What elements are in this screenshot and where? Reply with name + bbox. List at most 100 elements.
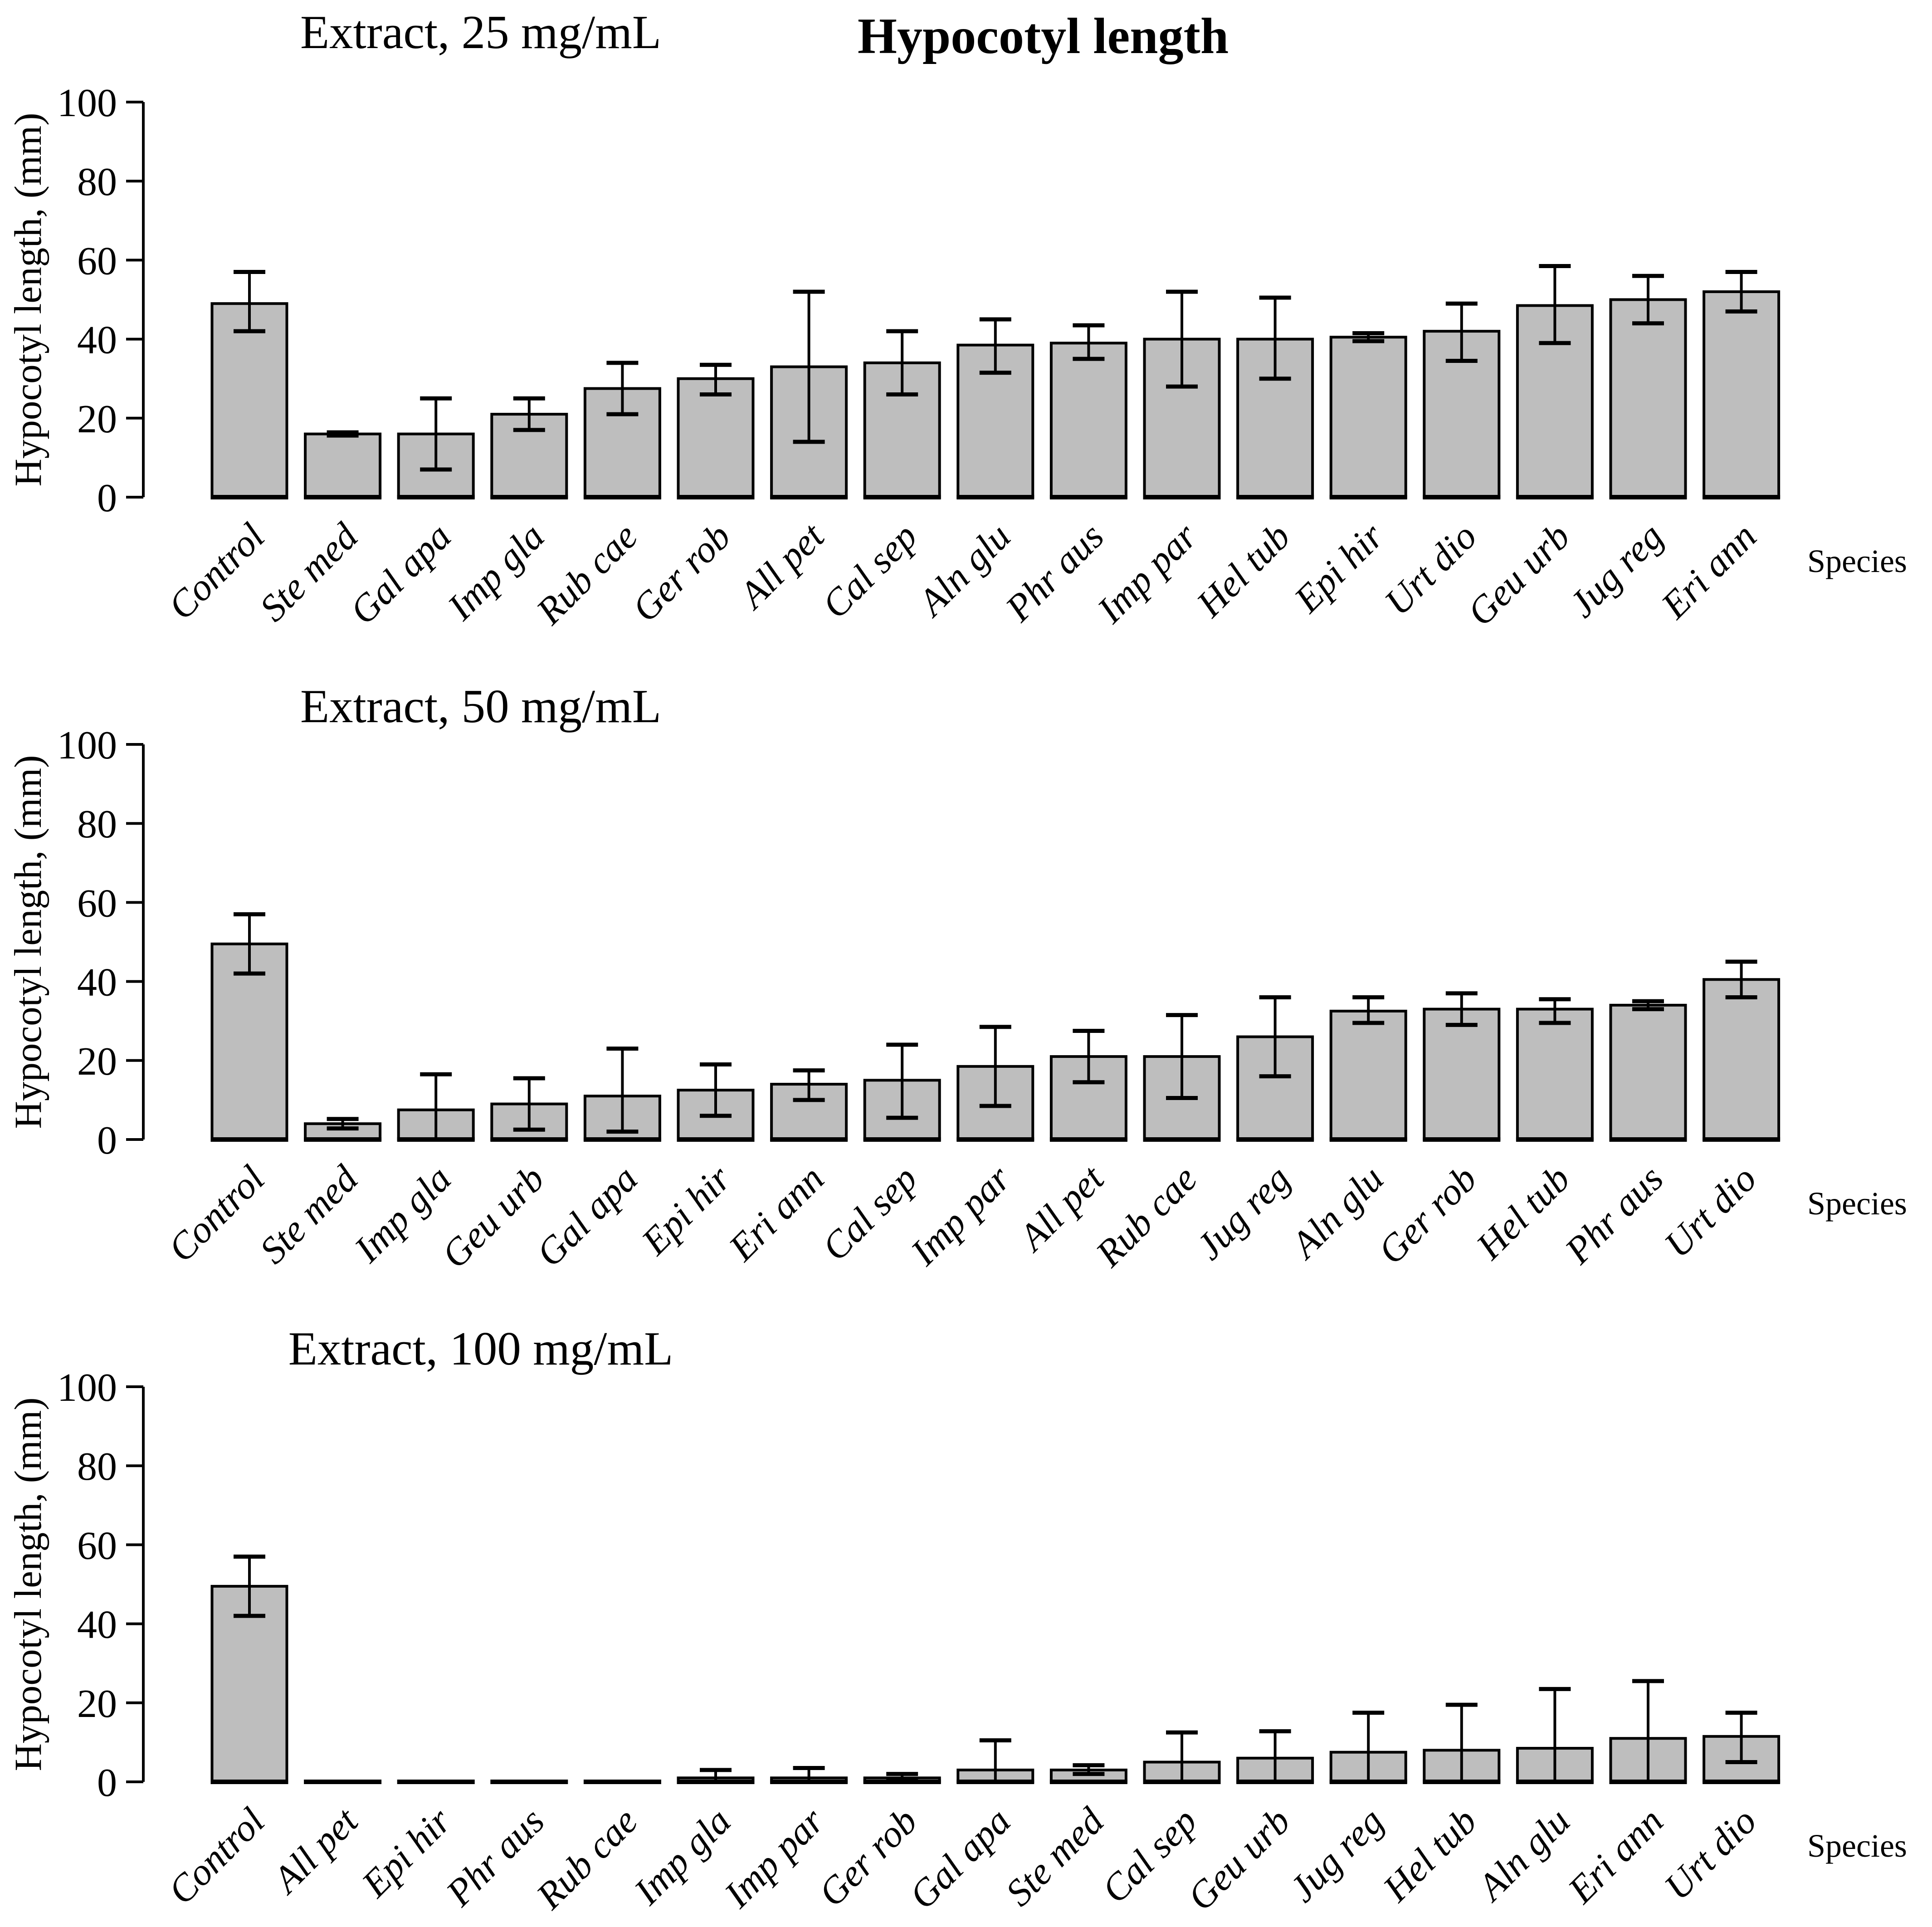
figure-title: Hypocotyl length xyxy=(857,8,1229,64)
bar-group-epi-hir xyxy=(1329,331,1407,499)
category-label: Phr aus xyxy=(1557,1158,1672,1272)
y-tick-label: 20 xyxy=(77,1040,117,1084)
bar xyxy=(304,432,382,499)
y-tick-label: 0 xyxy=(97,1119,117,1163)
bar-group-rub-cae xyxy=(1143,1013,1221,1142)
bar xyxy=(1703,290,1781,499)
bar xyxy=(210,1585,288,1783)
category-label: Eri ann xyxy=(1560,1800,1671,1912)
y-tick-label: 20 xyxy=(77,397,117,441)
bar-group-urt-dio xyxy=(1703,959,1781,1142)
y-tick-label: 100 xyxy=(57,724,117,768)
bar-group-imp-par xyxy=(956,1025,1034,1142)
y-axis-title: Hypocotyl length, (mm) xyxy=(7,1398,49,1771)
category-label: Geu urb xyxy=(1459,515,1578,634)
bar xyxy=(1329,1009,1407,1141)
category-label: Phr aus xyxy=(438,1800,552,1915)
category-label: Rub cae xyxy=(1088,1158,1205,1275)
bar-group-hel-tub xyxy=(1423,1702,1501,1784)
category-label: Hel tub xyxy=(1188,515,1298,626)
bar-group-control xyxy=(210,912,288,1142)
category-label: Aln glu xyxy=(1282,1158,1392,1268)
bar-group-ger-rob xyxy=(863,1772,941,1784)
bar-group-rub-cae xyxy=(583,361,661,499)
category-label: Cal sep xyxy=(814,515,926,627)
category-label: Urt dio xyxy=(1656,1800,1765,1908)
bar xyxy=(1516,1008,1594,1141)
bar-group-gal-apa xyxy=(397,396,475,499)
category-label: Imp gla xyxy=(626,1800,739,1913)
bar-group-gal-apa xyxy=(956,1738,1034,1784)
panel-title-25mg: Extract, 25 mg/mL xyxy=(300,5,662,59)
bar xyxy=(1703,978,1781,1141)
y-tick-label: 20 xyxy=(77,1682,117,1726)
bar xyxy=(1329,336,1407,499)
panel-title-50mg: Extract, 50 mg/mL xyxy=(300,680,662,733)
category-label: Control xyxy=(160,1800,273,1912)
bar-group-aln-glu xyxy=(1329,995,1407,1142)
bar-group-aln-glu xyxy=(956,317,1034,499)
y-tick-label: 100 xyxy=(57,1366,117,1410)
bar-group-cal-sep xyxy=(863,1042,941,1142)
category-label: Eri ann xyxy=(721,1158,832,1269)
y-tick-label: 80 xyxy=(77,160,117,204)
bar xyxy=(1609,298,1687,499)
y-tick-label: 60 xyxy=(77,239,117,283)
bar-group-geu-urb xyxy=(1516,264,1594,499)
category-label: Ste med xyxy=(252,515,366,630)
y-axis-title: Hypocotyl length, (mm) xyxy=(7,113,49,487)
category-label: Control xyxy=(160,1158,273,1270)
category-label: Epi hir xyxy=(633,1157,739,1263)
panel-title-100mg: Extract, 100 mg/mL xyxy=(288,1322,673,1375)
bar xyxy=(1423,1008,1501,1141)
bar xyxy=(210,942,288,1141)
category-label: Jug reg xyxy=(1188,1158,1298,1268)
category-label: Control xyxy=(160,515,273,628)
bar-group-ste-med xyxy=(1049,1763,1127,1784)
y-tick-label: 40 xyxy=(77,318,117,362)
y-axis-title: Hypocotyl length, (mm) xyxy=(7,755,49,1129)
bar-group-control xyxy=(210,1555,288,1784)
bar-group-imp-par xyxy=(770,1766,848,1784)
category-label: Gal apa xyxy=(342,515,459,633)
panel-extract-25mg: Extract, 25 mg/mL 0 20 40 60 80 100 Hypocotyl … xyxy=(0,0,1932,642)
category-label: Geu urb xyxy=(434,1158,552,1277)
bar-group-ste-med xyxy=(304,430,382,499)
category-label: Imp par xyxy=(903,1157,1019,1273)
bar xyxy=(1609,1003,1687,1141)
category-label: All pet xyxy=(730,514,833,618)
category-label: Hel tub xyxy=(1375,1800,1485,1910)
bar-group-ger-rob xyxy=(677,362,755,499)
category-label: Aln glu xyxy=(1468,1800,1578,1910)
category-label: Imp par xyxy=(716,1800,832,1916)
bar-group-gal-apa xyxy=(583,1047,661,1142)
category-label: Eri ann xyxy=(1653,515,1765,627)
category-label: Imp par xyxy=(1089,515,1205,631)
bar-group-geu-urb xyxy=(1236,1729,1314,1784)
y-tick-label: 40 xyxy=(77,1603,117,1647)
bar-group-imp-gla xyxy=(490,396,568,499)
category-label: Rub cae xyxy=(528,515,645,633)
category-label: Imp gla xyxy=(439,515,553,629)
category-label: Gal apa xyxy=(528,1158,646,1275)
bar-group-eri-ann xyxy=(770,1068,848,1142)
y-tick-label: 60 xyxy=(77,1524,117,1568)
bar-group-jug-reg xyxy=(1329,1711,1407,1784)
bar-group-imp-par xyxy=(1143,289,1221,499)
bar-group-jug-reg xyxy=(1609,274,1687,499)
bar-group-hel-tub xyxy=(1516,997,1594,1142)
y-tick-label: 100 xyxy=(57,81,117,125)
category-label: All pet xyxy=(263,1799,367,1903)
bar-group-all-pet xyxy=(1049,1028,1127,1142)
bar-group-jug-reg xyxy=(1236,995,1314,1142)
category-label: Urt dio xyxy=(1656,1158,1765,1266)
bar-group-urt-dio xyxy=(1703,1711,1781,1784)
y-tick-label: 0 xyxy=(97,1761,117,1805)
bar xyxy=(1049,342,1127,499)
bar-group-aln-glu xyxy=(1516,1687,1594,1784)
bar-group-eri-ann xyxy=(1703,270,1781,499)
